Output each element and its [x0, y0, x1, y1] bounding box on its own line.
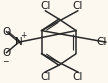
- Text: Cl: Cl: [40, 72, 51, 82]
- Text: Cl: Cl: [73, 72, 83, 82]
- Text: Cl: Cl: [40, 1, 51, 11]
- Text: O: O: [2, 27, 11, 37]
- Text: Cl: Cl: [97, 37, 107, 47]
- Text: Cl: Cl: [73, 1, 83, 11]
- Text: −: −: [2, 57, 9, 66]
- Text: N: N: [15, 37, 23, 47]
- Text: O: O: [2, 48, 11, 58]
- Text: +: +: [21, 31, 27, 40]
